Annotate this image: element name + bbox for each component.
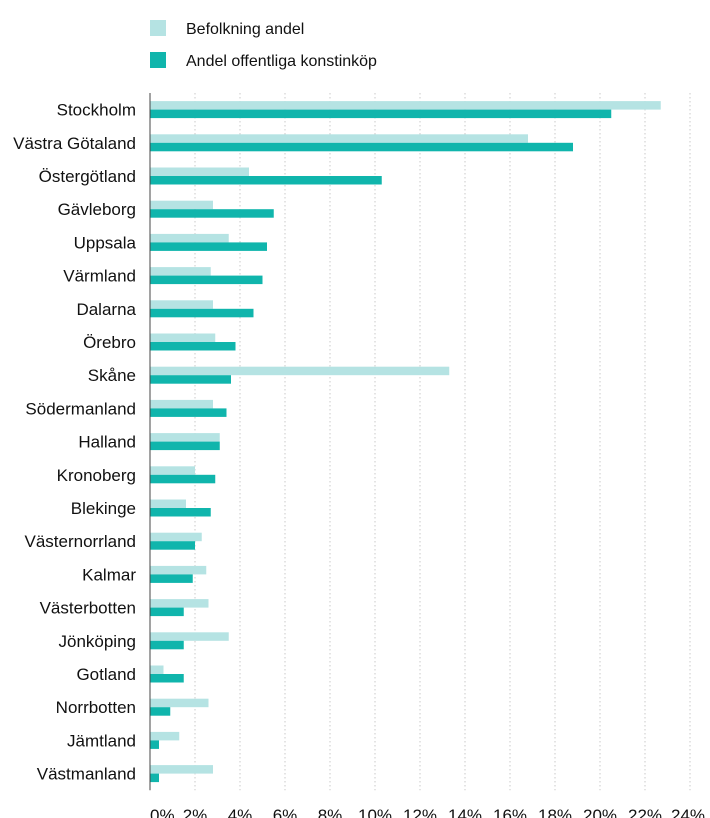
category-label: Blekinge [71,499,136,518]
x-tick-labels: 0% 2% 4% 6% 8% 10% 12% 14% 16% 18% 20% 22% 24% [150,806,705,818]
legend-label-population: Befolkning andel [186,21,304,38]
bar-art-purchases [150,474,216,484]
x-tick-label: 18% [538,806,572,818]
category-label: Gävleborg [58,200,136,219]
category-label: Uppsala [74,233,137,252]
bar-art-purchases [150,209,274,218]
bar-art-purchases [150,574,193,583]
category-label: Stockholm [57,101,136,120]
bar-population [150,267,211,276]
bar-population [150,101,661,110]
category-label: Skåne [88,366,136,385]
bar-art-purchases [150,674,184,683]
bar-population [150,366,450,376]
bar-population [150,433,220,442]
x-tick-label: 2% [183,806,208,818]
category-label: Jönköping [58,632,136,651]
x-tick-label: 24% [671,806,705,818]
category-label: Norrbotten [56,698,136,717]
bar-population [150,233,229,243]
x-tick-label: 4% [228,806,253,818]
category-label: Kalmar [82,565,136,584]
x-tick-label: 6% [273,806,298,818]
legend-swatch-population [150,20,166,36]
category-label: Kronoberg [57,466,136,485]
category-label: Gotland [76,665,136,684]
bar-art-purchases [150,408,227,417]
bar-population [150,731,180,741]
category-label: Östergötland [39,167,136,186]
bar-art-purchases [150,308,254,318]
bars [150,101,661,783]
category-label: Västerbotten [40,599,136,618]
bar-art-purchases [150,342,236,351]
bar-art-purchases [150,508,211,517]
legend-swatch-art-purchases [150,52,166,68]
bar-art-purchases [150,640,184,650]
bar-population [150,200,213,210]
bar-population [150,399,213,409]
category-label: Jämtland [67,731,136,750]
x-tick-label: 20% [583,806,617,818]
bar-art-purchases [150,109,612,119]
bar-population [150,134,528,143]
bar-art-purchases [150,176,382,185]
bar-art-purchases [150,441,220,451]
x-tick-label: 0% [150,806,175,818]
bar-art-purchases [150,275,263,285]
category-label: Västernorrland [24,532,136,551]
bar-population [150,300,213,309]
bar-population [150,698,209,708]
bar-population [150,532,202,542]
bar-population [150,499,186,508]
bar-population [150,466,195,475]
bar-art-purchases [150,142,573,152]
category-label: Dalarna [76,300,136,319]
grid-lines [194,93,691,791]
category-labels: Stockholm Västra Götaland Östergötland Gävl… [13,101,136,784]
category-label: Örebro [83,333,136,352]
bar-population [150,167,249,176]
bar-population [150,333,216,342]
legend-label-art-purchases: Andel offentliga konstinköp [186,53,377,70]
bar-population [150,665,164,674]
bar-art-purchases [150,607,184,617]
bar-population [150,565,207,575]
category-label: Västmanland [37,765,136,784]
bar-art-purchases [150,707,171,716]
bar-art-purchases [150,242,267,251]
category-label: Södermanland [25,399,136,418]
bar-population [150,765,213,774]
category-label: Värmland [63,267,136,286]
x-tick-label: 22% [628,806,662,818]
x-tick-label: 10% [358,806,392,818]
legend: Befolkning andel Andel offentliga konsti… [150,20,377,70]
x-tick-label: 8% [318,806,343,818]
x-tick-label: 12% [403,806,437,818]
x-tick-label: 14% [448,806,482,818]
bar-art-purchases [150,740,159,749]
bar-population [150,632,229,641]
bar-population [150,599,209,608]
bar-art-purchases [150,773,159,783]
category-label: Halland [78,433,136,452]
bar-art-purchases [150,541,195,550]
bar-art-purchases [150,375,231,384]
x-tick-label: 16% [493,806,527,818]
category-label: Västra Götaland [13,134,136,153]
